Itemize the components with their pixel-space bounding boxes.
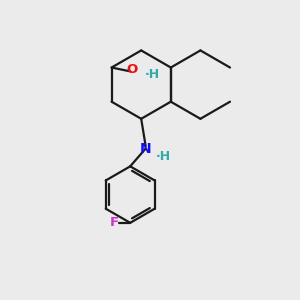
Text: ·H: ·H — [144, 68, 159, 81]
Text: N: N — [140, 142, 152, 155]
Text: F: F — [110, 216, 119, 229]
Text: ·H: ·H — [156, 150, 171, 163]
Text: O: O — [126, 63, 137, 76]
